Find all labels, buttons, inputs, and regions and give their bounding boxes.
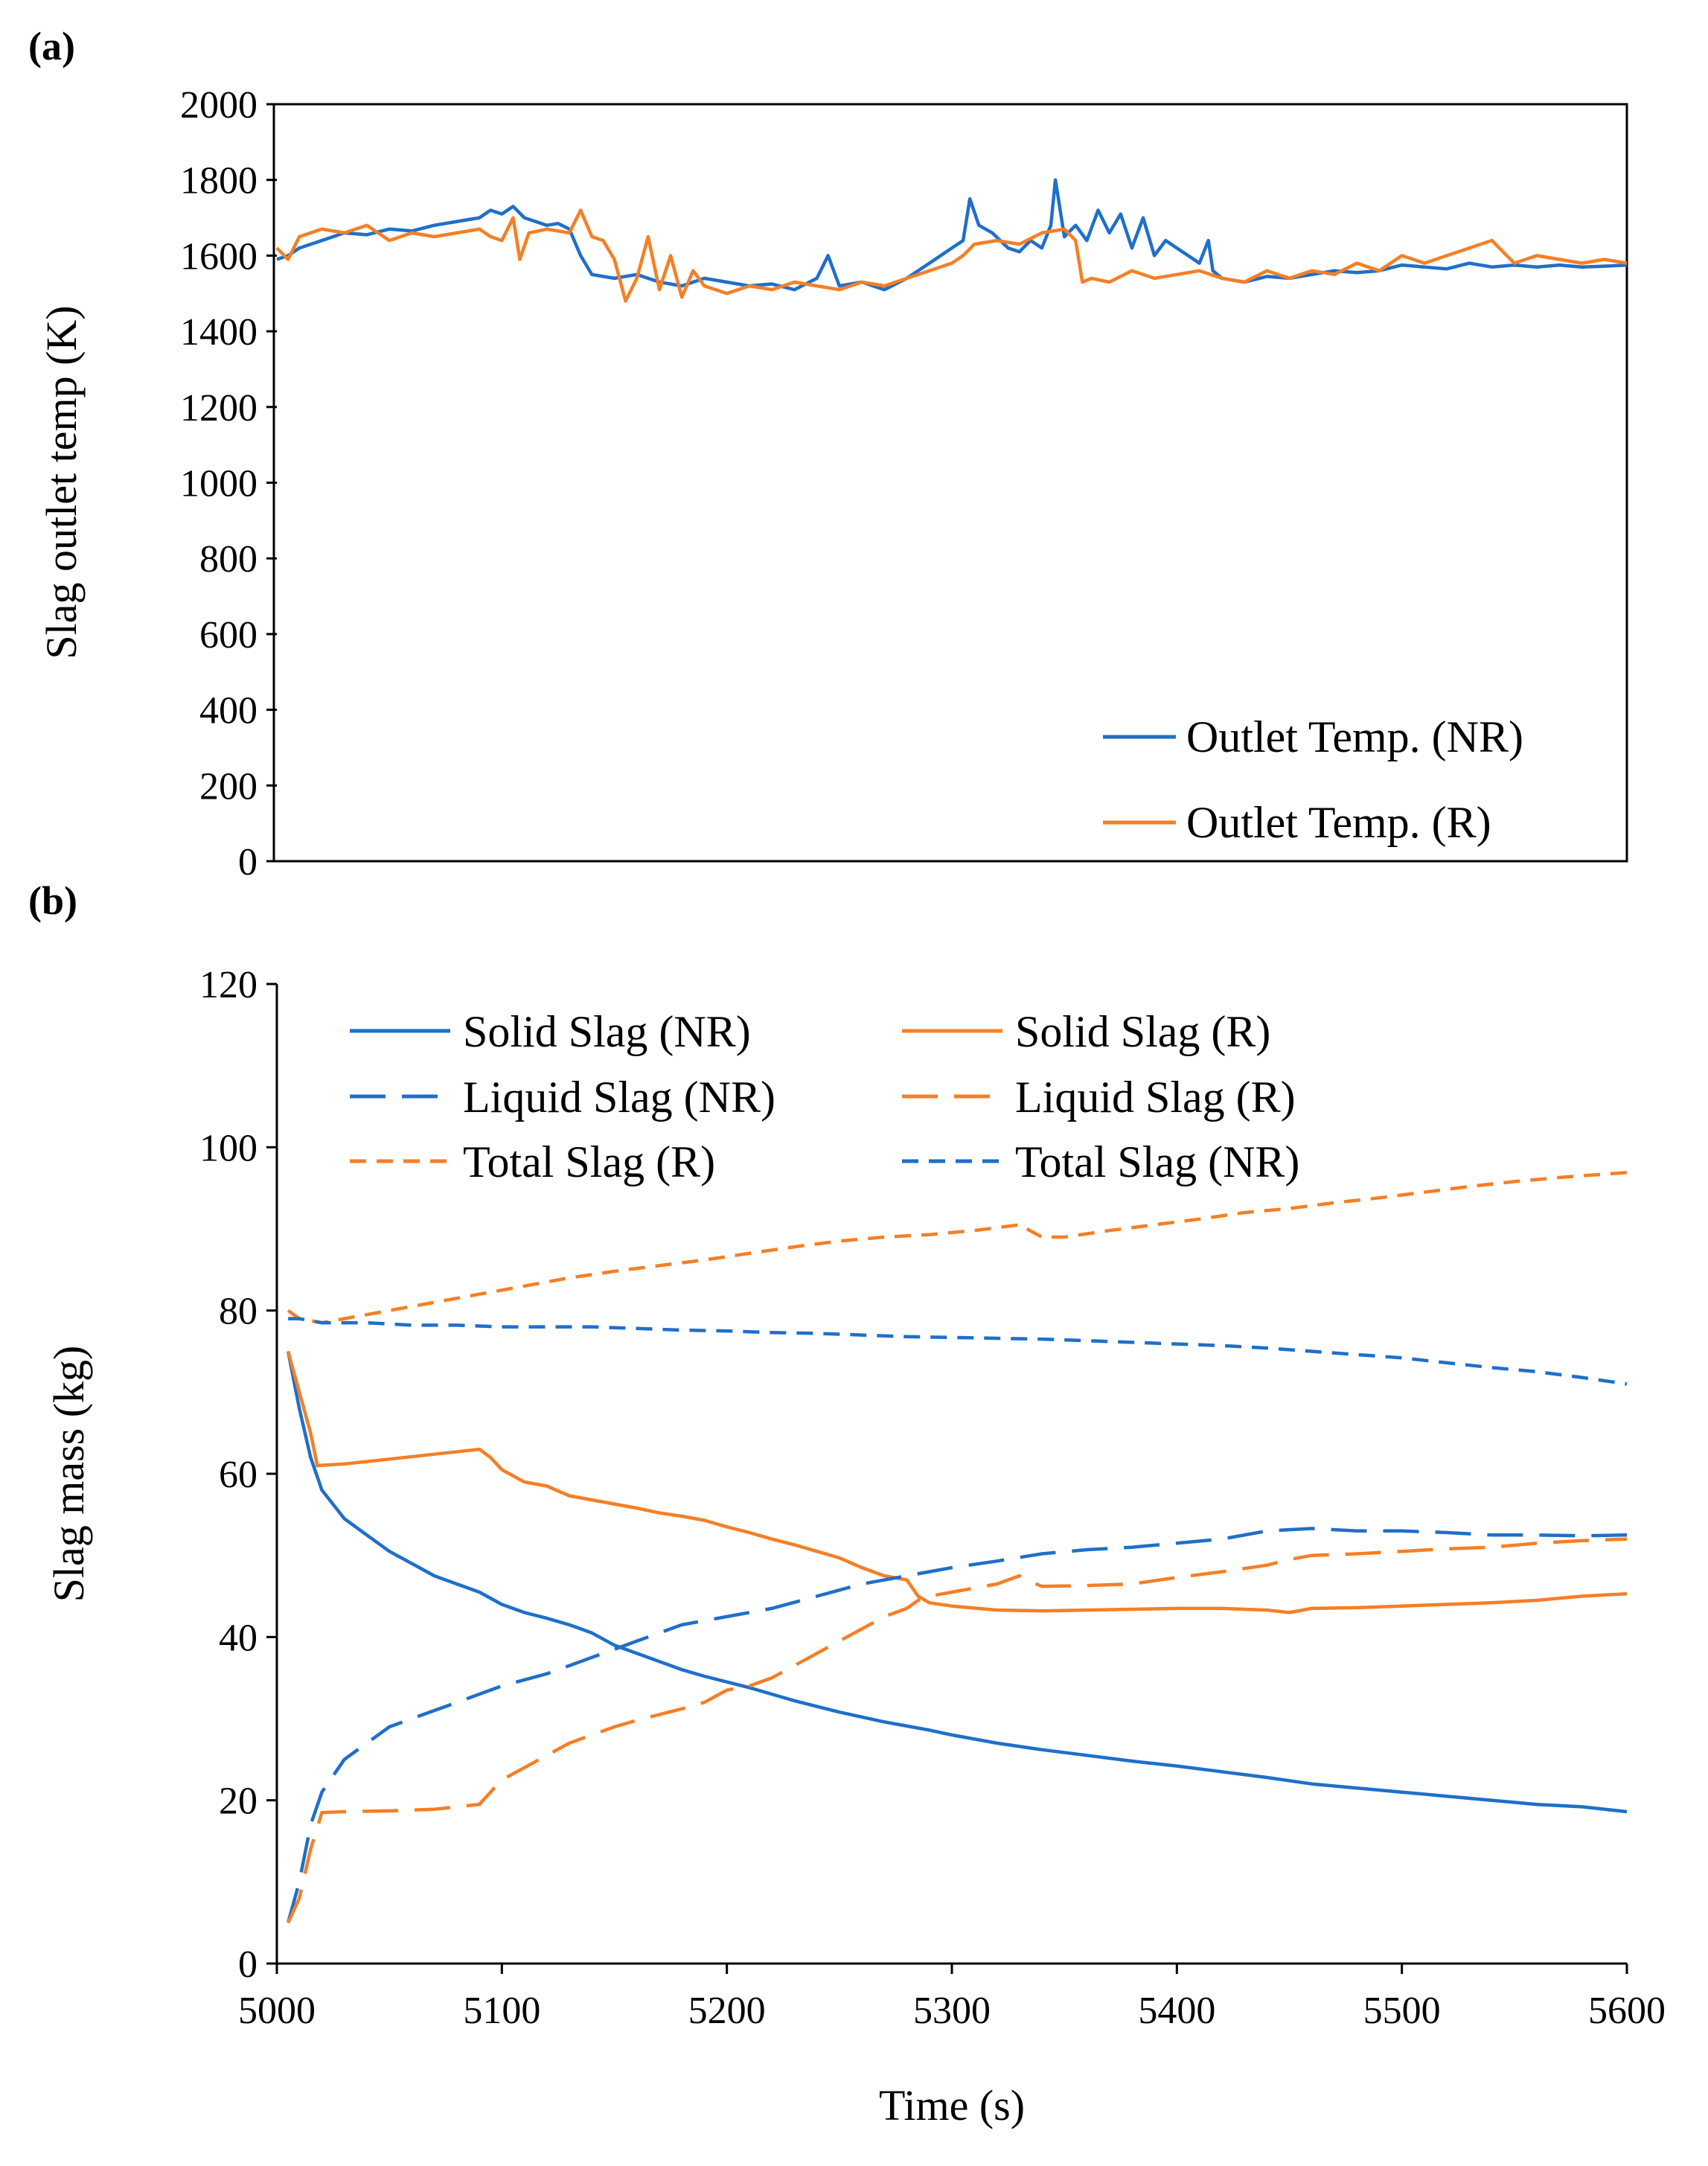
y-tick-label: 0	[238, 1943, 258, 1986]
legend-label-total-slag-r: Total Slag (R)	[463, 1137, 715, 1186]
y-tick-label: 600	[199, 614, 258, 656]
legend-label-solid-slag-nr: Solid Slag (NR)	[463, 1007, 751, 1056]
y-tick-label: 80	[219, 1291, 258, 1333]
panel-b-y-axis-title: Slag mass (kg)	[45, 1346, 93, 1603]
y-tick-label: 60	[219, 1454, 258, 1496]
y-tick-label: 200	[199, 765, 258, 808]
y-tick-label: 2000	[180, 84, 258, 127]
x-tick-label: 5600	[1588, 1990, 1666, 2032]
panel-a-label: (a)	[28, 24, 75, 68]
x-tick-label: 5200	[688, 1990, 766, 2032]
panel-b-x-axis-title: Time (s)	[879, 2081, 1025, 2130]
series-line-total-slag-nr	[288, 1317, 1628, 1386]
panel-b-y-tick-labels: 0 20 40 60 80 100 120	[199, 964, 277, 1986]
legend-label-total-slag-nr: Total Slag (NR)	[1015, 1137, 1299, 1186]
x-tick-label: 5100	[463, 1990, 540, 2032]
y-tick-label: 100	[199, 1127, 258, 1169]
series-line-outlet-temp-r	[275, 208, 1628, 303]
x-tick-label: 5400	[1138, 1990, 1215, 2032]
y-tick-label: 1000	[180, 463, 258, 505]
series-line-outlet-temp-nr	[276, 178, 1628, 292]
panel-a-temperature-chart: (a) 0 200 400 600 800 1000 1200 1400 1600 1800 200…	[28, 24, 1628, 884]
legend-label-solid-slag-r: Solid Slag (R)	[1015, 1007, 1270, 1056]
y-tick-label: 40	[219, 1617, 258, 1659]
series-line-liquid-slag-r	[287, 1537, 1628, 1924]
series-line-solid-slag-r	[286, 1350, 1628, 1614]
panel-a-y-tick-labels: 0 200 400 600 800 1000 1200 1400 1600 1800 2000	[180, 84, 277, 884]
y-tick-label: 0	[238, 841, 258, 884]
legend-label-outlet-temp-r: Outlet Temp. (R)	[1186, 798, 1491, 847]
legend-label-outlet-temp-nr: Outlet Temp. (NR)	[1186, 712, 1523, 761]
x-tick-label: 5500	[1363, 1990, 1441, 2032]
panel-b-legend: Solid Slag (NR) Solid Slag (R) Liquid Sl…	[350, 1007, 1299, 1186]
y-tick-label: 1400	[180, 311, 258, 354]
legend-label-liquid-slag-r: Liquid Slag (R)	[1015, 1073, 1296, 1122]
y-tick-label: 1600	[180, 235, 258, 278]
panel-b-series-lines	[286, 1171, 1628, 1924]
panel-b-x-tick-labels: 5000 5100 5200 5300 5400 5500 5600	[238, 1964, 1666, 2032]
panel-b-label: (b)	[28, 878, 77, 923]
series-line-liquid-slag-nr	[286, 1527, 1628, 1923]
y-tick-label: 120	[199, 964, 258, 1006]
y-tick-label: 800	[199, 538, 258, 581]
legend-label-liquid-slag-nr: Liquid Slag (NR)	[463, 1073, 775, 1122]
series-line-total-slag-r	[287, 1171, 1628, 1325]
x-tick-label: 5300	[913, 1990, 991, 2032]
x-tick-label: 5000	[238, 1990, 316, 2032]
y-tick-label: 400	[199, 690, 258, 732]
panel-a-y-axis-title: Slag outlet temp (K)	[37, 305, 86, 659]
y-tick-label: 1200	[180, 387, 258, 429]
series-line-solid-slag-nr	[286, 1351, 1628, 1814]
panel-a-legend: Outlet Temp. (NR) Outlet Temp. (R)	[1103, 712, 1523, 847]
panel-b-slag-mass-chart: (b) 0 20 40 60 80 100 120 5000 5100 5200 5300 5400…	[28, 878, 1666, 2130]
y-tick-label: 20	[219, 1780, 258, 1823]
panel-a-series-lines	[275, 178, 1628, 303]
y-tick-label: 1800	[180, 160, 258, 202]
